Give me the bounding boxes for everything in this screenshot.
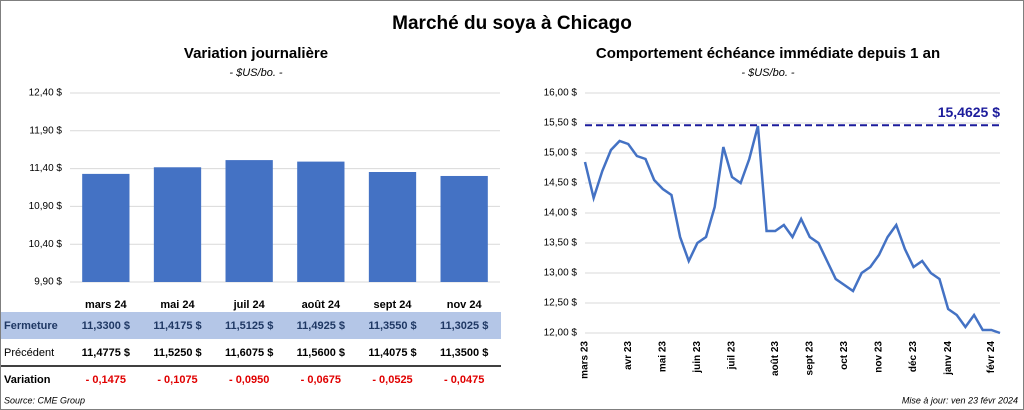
x-tick-label: juil 23: [727, 341, 738, 371]
y-tick-label: 15,50 $: [544, 118, 578, 129]
table-cell: - 0,1475: [86, 374, 126, 386]
table-cell: - 0,0525: [372, 374, 412, 386]
table-cell: 11,3300 $: [82, 320, 130, 332]
x-tick-label: juin 23: [692, 341, 703, 374]
x-tick-label: sept 23: [804, 341, 815, 376]
y-tick-label: 11,90 $: [29, 125, 62, 136]
table-cell: 11,3550 $: [368, 320, 416, 332]
reference-label: 15,4625 $: [938, 104, 1000, 120]
x-tick-label: oct 23: [839, 341, 850, 370]
y-tick-label: 10,90 $: [29, 201, 63, 212]
y-tick-label: 9,90 $: [34, 277, 62, 288]
x-tick-label: nov 24: [447, 299, 483, 311]
table-cell: 11,5250 $: [153, 347, 201, 359]
table-row-label: Variation: [4, 374, 51, 386]
x-tick-label: déc 23: [908, 341, 919, 373]
table-cell: - 0,0675: [301, 374, 341, 386]
y-tick-label: 10,40 $: [29, 239, 63, 250]
y-tick-label: 12,00 $: [544, 328, 578, 339]
x-tick-label: mars 23: [580, 341, 591, 379]
table-cell: 11,4075 $: [368, 347, 416, 359]
x-tick-label: sept 24: [374, 299, 413, 311]
table-row-label: Précédent: [4, 347, 54, 359]
x-tick-label: mai 24: [160, 299, 195, 311]
line-series: [583, 125, 1001, 335]
source: Source: CME Group: [4, 395, 85, 405]
y-tick-label: 11,40 $: [29, 163, 62, 174]
table-cell: - 0,1075: [157, 374, 197, 386]
chart-subtitle: - $US/bo. -: [229, 67, 283, 79]
table-cell: 11,5125 $: [225, 320, 273, 332]
table-highlight-row: [1, 312, 501, 339]
bar: [225, 160, 273, 282]
x-tick-label: janv 24: [943, 341, 954, 376]
y-tick-label: 15,00 $: [544, 148, 578, 159]
y-tick-label: 14,50 $: [544, 178, 578, 189]
table-cell: - 0,0950: [229, 374, 269, 386]
x-tick-label: août 23: [770, 341, 781, 376]
bar: [297, 161, 345, 282]
y-tick-label: 16,00 $: [544, 88, 578, 99]
y-tick-label: 14,00 $: [544, 208, 578, 219]
x-tick-label: juil 24: [233, 299, 266, 311]
table-cell: 11,3500 $: [440, 347, 488, 359]
table-cell: - 0,0475: [444, 374, 484, 386]
page-title: Marché du soya à Chicago: [392, 13, 632, 34]
table-cell: 11,4775 $: [82, 347, 130, 359]
x-tick-label: août 24: [302, 299, 341, 311]
y-tick-label: 13,50 $: [544, 238, 578, 249]
table-cell: 11,3025 $: [440, 320, 488, 332]
table-cell: 11,4925 $: [297, 320, 345, 332]
bar: [440, 175, 488, 282]
chart-subtitle: - $US/bo. -: [741, 67, 795, 79]
y-tick-label: 13,00 $: [544, 268, 578, 279]
chart-title: Comportement échéance immédiate depuis 1…: [596, 45, 940, 62]
table-cell: 11,4175 $: [153, 320, 201, 332]
x-tick-label: avr 23: [623, 341, 634, 370]
bar: [82, 173, 130, 282]
updated: Mise à jour: ven 23 févr 2024: [902, 395, 1018, 405]
table-row-label: Fermeture: [4, 320, 58, 332]
x-tick-label: mai 23: [657, 341, 668, 373]
bar: [153, 167, 202, 282]
y-tick-label: 12,40 $: [29, 88, 63, 99]
x-tick-label: mars 24: [85, 299, 127, 311]
bar: [368, 172, 417, 282]
chart-title: Variation journalière: [184, 45, 328, 62]
table-cell: 11,6075 $: [225, 347, 273, 359]
y-tick-label: 12,50 $: [544, 298, 578, 309]
table-cell: 11,5600 $: [297, 347, 345, 359]
x-tick-label: févr 24: [986, 341, 997, 374]
x-tick-label: nov 23: [874, 341, 885, 373]
